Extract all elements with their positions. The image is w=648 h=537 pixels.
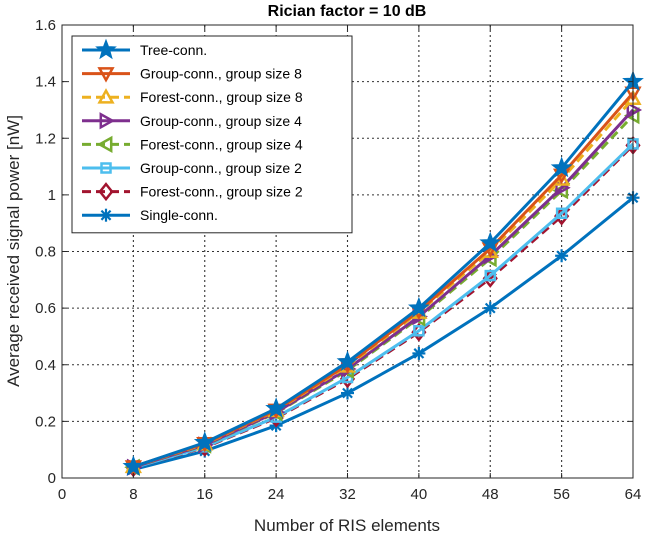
asterisk-stroke — [342, 387, 353, 399]
ticks: 0 8 16 24 32 40 48 56 64 0 0.2 0.4 0.6 0.8 1 1.2 1.4 1.6 — [35, 17, 641, 503]
legend-label: Forest-conn., group size 4 — [140, 136, 303, 152]
data-point — [484, 269, 496, 282]
legend-label: Group-conn., group size 2 — [140, 160, 302, 176]
legend-label: Group-conn., group size 4 — [140, 113, 302, 129]
data-point — [265, 397, 287, 418]
legend-entry: Single-conn. — [82, 207, 218, 223]
legend-entry: Tree-conn. — [82, 38, 207, 60]
legend-label: Single-conn. — [140, 207, 218, 223]
legend-label: Tree-conn. — [140, 42, 207, 58]
legend-marker — [96, 135, 113, 154]
y-tick-label: 0 — [48, 470, 56, 487]
legend-marker — [97, 88, 115, 104]
data-point — [412, 346, 426, 360]
y-tick-label: 1.6 — [35, 17, 56, 34]
legend-label: Forest-conn., group size 2 — [140, 184, 303, 200]
legend-entry: Group-conn., group size 2 — [82, 160, 302, 176]
legend-entry: Group-conn., group size 4 — [82, 112, 302, 130]
x-tick-label: 8 — [129, 486, 137, 503]
legend-label: Forest-conn., group size 8 — [140, 89, 303, 105]
legend-entry: Forest-conn., group size 8 — [82, 88, 303, 105]
data-point — [122, 455, 145, 476]
legend-marker — [99, 208, 113, 222]
x-tick-label: 48 — [482, 486, 499, 503]
x-tick-label: 16 — [196, 486, 213, 503]
y-tick-label: 1 — [48, 187, 56, 204]
series-line — [133, 196, 634, 471]
x-tick-label: 24 — [268, 486, 285, 503]
data-point — [479, 231, 502, 253]
legend-box — [71, 35, 353, 234]
asterisk-stroke — [484, 302, 496, 314]
legend-marker — [99, 112, 116, 130]
y-tick-label: 0.4 — [35, 357, 56, 374]
series-layer — [122, 70, 644, 478]
y-axis-label: Average received signal power [nW] — [4, 115, 23, 387]
y-tick-label: 0.2 — [35, 413, 56, 430]
x-tick-label: 64 — [625, 486, 642, 503]
data-point — [555, 207, 568, 220]
data-point — [341, 386, 354, 400]
data-point — [193, 431, 216, 452]
data-point — [483, 301, 497, 315]
legend-marker — [95, 38, 117, 60]
legend-marker — [98, 182, 114, 202]
legend-marker — [100, 162, 112, 174]
data-point — [555, 249, 569, 263]
y-tick-label: 0.6 — [35, 300, 56, 317]
legend-marker — [97, 67, 115, 83]
asterisk-stroke — [100, 209, 112, 221]
y-tick-label: 1.2 — [35, 130, 56, 147]
data-point — [408, 296, 430, 318]
x-tick-label: 40 — [411, 486, 428, 503]
series-line — [132, 80, 635, 469]
y-tick-label: 0.8 — [35, 244, 56, 261]
legend-entry: Forest-conn., group size 2 — [82, 182, 303, 202]
chart-title: Rician factor = 10 dB — [268, 3, 427, 20]
legend: Tree-conn. Group-conn., group size 8 Fores… — [71, 35, 353, 234]
data-point — [413, 325, 425, 337]
x-tick-label: 0 — [58, 486, 66, 503]
asterisk-stroke — [556, 250, 567, 262]
x-tick-label: 32 — [339, 486, 356, 503]
legend-label: Group-conn., group size 8 — [140, 66, 302, 82]
data-point — [336, 350, 359, 372]
x-tick-label: 56 — [553, 486, 570, 503]
legend-entry: Group-conn., group size 8 — [82, 66, 302, 83]
series-tree-conn — [122, 70, 644, 476]
legend-entry: Forest-conn., group size 4 — [82, 135, 303, 154]
series-line — [132, 142, 635, 470]
asterisk-stroke — [413, 348, 425, 359]
y-tick-label: 1.4 — [35, 74, 56, 91]
data-point — [626, 101, 643, 119]
x-axis-label: Number of RIS elements — [254, 516, 440, 535]
data-point — [550, 156, 573, 178]
